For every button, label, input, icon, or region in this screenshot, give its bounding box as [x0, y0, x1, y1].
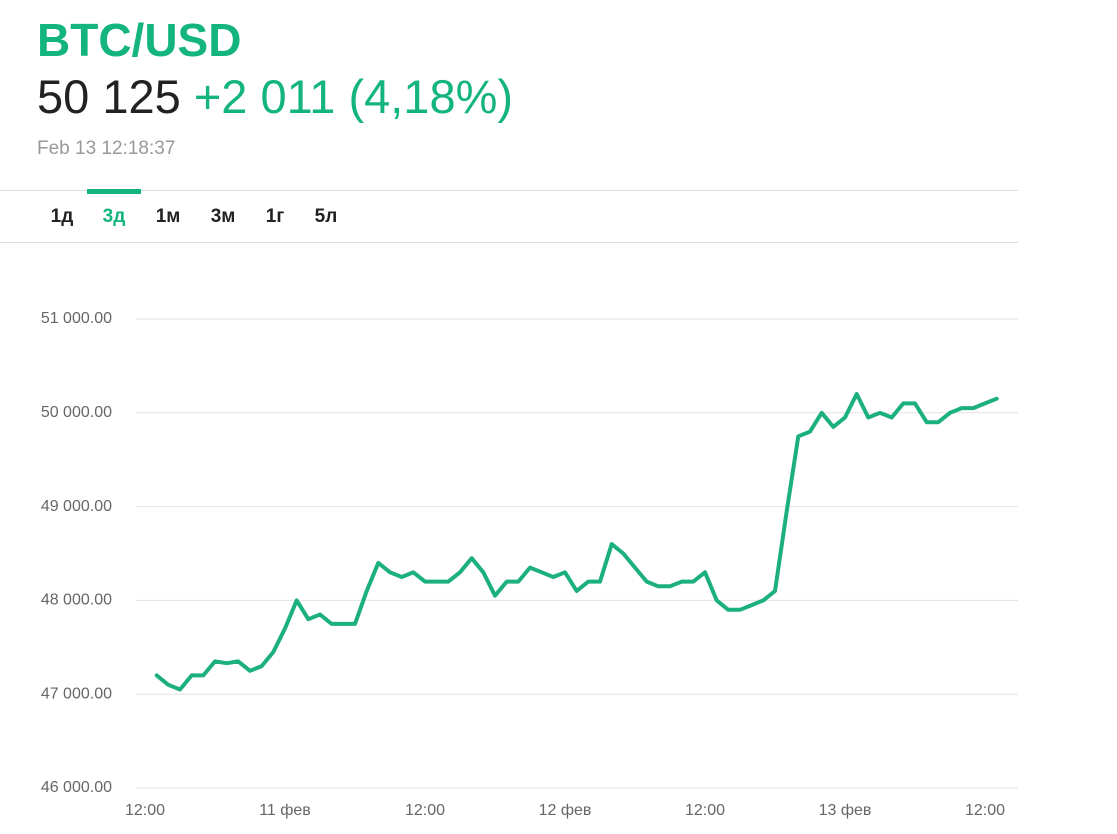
- tab[interactable]: 3м: [211, 206, 236, 227]
- x-tick-label: 12:00: [685, 802, 725, 819]
- x-tick-label: 11 фев: [259, 802, 311, 819]
- y-tick-label: 51 000.00: [41, 310, 112, 327]
- y-tick-label: 50 000.00: [41, 404, 112, 421]
- x-tick-label: 12:00: [405, 802, 445, 819]
- plot: 46 000.00 47 000.00 48 000.00 49 000.00 50 0…: [41, 310, 1018, 819]
- ticker-title: BTC/USD: [37, 14, 241, 66]
- y-tick-label: 47 000.00: [41, 685, 112, 702]
- price: 50 125 +2 011 (4,18%): [37, 70, 513, 123]
- tab[interactable]: 3д: [103, 206, 126, 227]
- y-tick-label: 46 000.00: [41, 779, 112, 796]
- tab[interactable]: 1м: [156, 206, 181, 227]
- y-tick-label: 49 000.00: [41, 498, 112, 515]
- price-change: +2 011 (4,18%): [194, 70, 513, 123]
- tab[interactable]: 1г: [266, 206, 285, 227]
- tab[interactable]: 5л: [315, 206, 338, 227]
- y-tick-label: 48 000.00: [41, 592, 112, 609]
- x-tick-label: 13 фев: [819, 802, 872, 819]
- x-tick-label: 12:00: [125, 802, 165, 819]
- price-value: 50 125: [37, 70, 181, 123]
- price-line: [154, 392, 999, 692]
- tab[interactable]: 1д: [51, 206, 74, 227]
- timestamp: Feb 13 12:18:37: [37, 138, 175, 159]
- tabs: 1д 3д 1м 3м 1г 5л: [51, 189, 338, 227]
- tab-indicator: [87, 189, 141, 194]
- x-tick-label: 12 фев: [539, 802, 592, 819]
- x-tick-label: 12:00: [965, 802, 1005, 819]
